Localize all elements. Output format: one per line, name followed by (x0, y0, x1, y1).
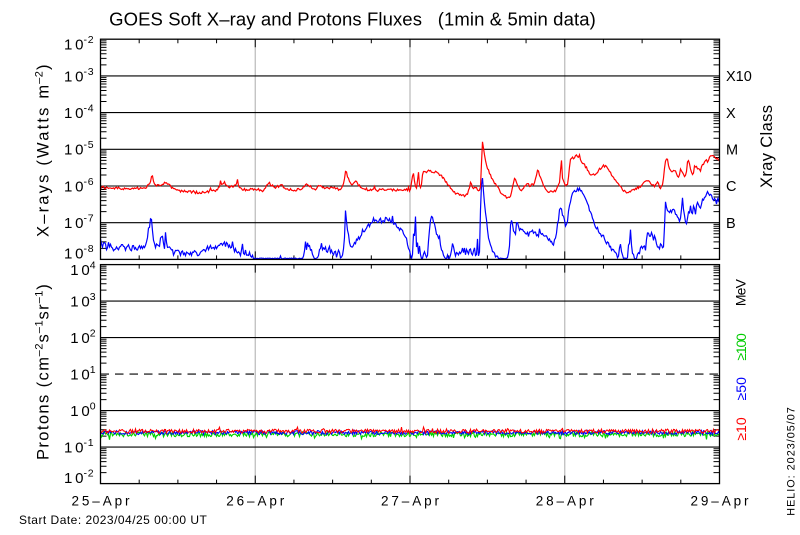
svg-text:s: s (35, 334, 53, 342)
svg-text:–1: –1 (34, 320, 46, 333)
svg-text:10: 10 (70, 294, 92, 311)
svg-text:3: 3 (90, 291, 97, 303)
svg-text:Protons (cm: Protons (cm (35, 356, 53, 460)
svg-text:–1: –1 (34, 290, 46, 303)
svg-text:10: 10 (64, 36, 86, 53)
svg-text:10: 10 (70, 330, 92, 347)
svg-text:sr: sr (35, 303, 53, 320)
svg-text:10: 10 (64, 470, 86, 487)
svg-text:-4: -4 (84, 103, 95, 115)
svg-text:GOES Soft X–ray and Protons Fl: GOES Soft X–ray and Protons Fluxes (1min… (109, 9, 596, 30)
svg-text:10: 10 (70, 262, 92, 279)
svg-text:≥10: ≥10 (733, 417, 749, 440)
svg-text:26–Apr: 26–Apr (226, 494, 287, 509)
svg-text:M: M (726, 143, 738, 159)
svg-text:X–rays (Watts m: X–rays (Watts m (35, 83, 53, 237)
svg-text:): ) (35, 284, 53, 290)
svg-text:-8: -8 (84, 243, 95, 255)
svg-text:X10: X10 (726, 69, 752, 85)
svg-text:B: B (726, 216, 736, 232)
svg-text:10: 10 (70, 403, 92, 420)
svg-text:-3: -3 (84, 66, 95, 78)
svg-text:27–Apr: 27–Apr (381, 494, 442, 509)
svg-text:≥50: ≥50 (733, 377, 749, 401)
svg-text:HELIO: 2023/05/07: HELIO: 2023/05/07 (786, 406, 798, 515)
svg-text:X: X (726, 106, 736, 122)
svg-text:25–Apr: 25–Apr (71, 494, 132, 509)
svg-text:10: 10 (64, 142, 86, 159)
svg-text:-7: -7 (84, 213, 95, 225)
svg-text:-5: -5 (84, 139, 95, 151)
svg-text:Xray Class: Xray Class (758, 105, 776, 188)
svg-text:29–Apr: 29–Apr (690, 494, 751, 509)
svg-text:-2: -2 (84, 34, 95, 46)
svg-text:10: 10 (64, 246, 86, 263)
svg-text:MeV: MeV (733, 278, 749, 306)
svg-text:-2: -2 (84, 467, 95, 479)
svg-text:10: 10 (64, 68, 86, 85)
svg-text:-1: -1 (84, 437, 95, 449)
svg-text:10: 10 (64, 178, 86, 195)
svg-text:): ) (35, 65, 53, 71)
svg-text:28–Apr: 28–Apr (536, 494, 597, 509)
svg-text:≥100: ≥100 (733, 333, 749, 361)
svg-text:10: 10 (70, 367, 92, 384)
svg-text:10: 10 (64, 215, 86, 232)
svg-text:–2: –2 (34, 70, 46, 83)
svg-text:10: 10 (64, 105, 86, 122)
svg-text:2: 2 (90, 328, 97, 340)
svg-text:Start Date: 2023/04/25 00:00 U: Start Date: 2023/04/25 00:00 UT (19, 513, 208, 527)
svg-text:10: 10 (64, 440, 86, 457)
svg-text:4: 4 (90, 259, 97, 271)
svg-text:–2: –2 (34, 343, 46, 356)
svg-text:0: 0 (90, 401, 97, 413)
svg-text:-6: -6 (84, 176, 95, 188)
svg-text:1: 1 (90, 364, 97, 376)
svg-text:C: C (726, 179, 736, 195)
